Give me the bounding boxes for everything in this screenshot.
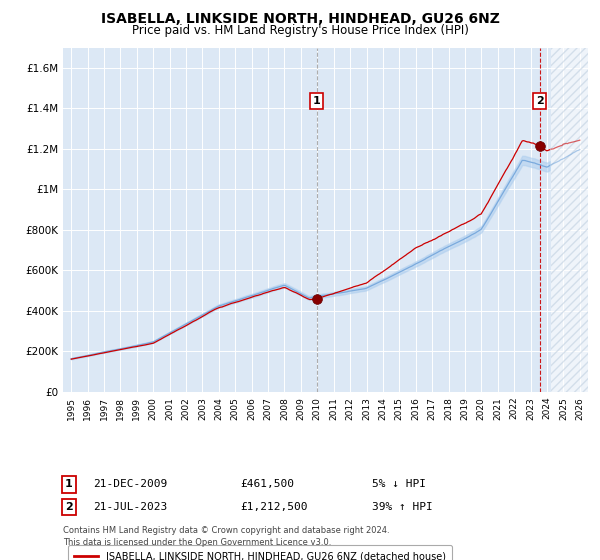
Text: 39% ↑ HPI: 39% ↑ HPI — [372, 502, 433, 512]
Text: £461,500: £461,500 — [240, 479, 294, 489]
Text: 1: 1 — [313, 96, 320, 106]
Text: £1,212,500: £1,212,500 — [240, 502, 308, 512]
Text: 2: 2 — [65, 502, 73, 512]
Text: Price paid vs. HM Land Registry's House Price Index (HPI): Price paid vs. HM Land Registry's House … — [131, 24, 469, 36]
Text: 21-DEC-2009: 21-DEC-2009 — [93, 479, 167, 489]
Text: ISABELLA, LINKSIDE NORTH, HINDHEAD, GU26 6NZ: ISABELLA, LINKSIDE NORTH, HINDHEAD, GU26… — [101, 12, 499, 26]
Text: Contains HM Land Registry data © Crown copyright and database right 2024.: Contains HM Land Registry data © Crown c… — [63, 526, 389, 535]
Bar — [551, 48, 588, 392]
Text: 2: 2 — [536, 96, 544, 106]
Text: 1: 1 — [65, 479, 73, 489]
Text: This data is licensed under the Open Government Licence v3.0.: This data is licensed under the Open Gov… — [63, 538, 331, 547]
Legend: ISABELLA, LINKSIDE NORTH, HINDHEAD, GU26 6NZ (detached house), HPI: Average pric: ISABELLA, LINKSIDE NORTH, HINDHEAD, GU26… — [68, 545, 452, 560]
Text: 5% ↓ HPI: 5% ↓ HPI — [372, 479, 426, 489]
Text: 21-JUL-2023: 21-JUL-2023 — [93, 502, 167, 512]
